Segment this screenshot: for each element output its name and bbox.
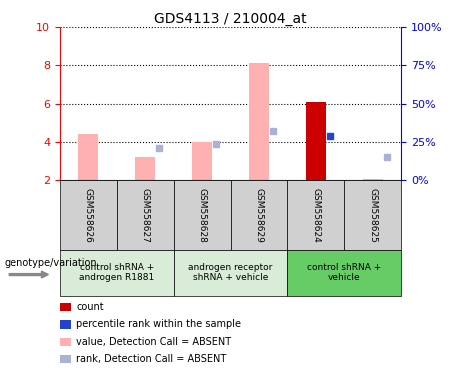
Text: control shRNA +
vehicle: control shRNA + vehicle xyxy=(307,263,381,282)
Text: GSM558628: GSM558628 xyxy=(198,188,207,242)
Text: percentile rank within the sample: percentile rank within the sample xyxy=(76,319,241,329)
Text: value, Detection Call = ABSENT: value, Detection Call = ABSENT xyxy=(76,337,231,347)
Text: genotype/variation: genotype/variation xyxy=(5,258,97,268)
Text: androgen receptor
shRNA + vehicle: androgen receptor shRNA + vehicle xyxy=(188,263,273,282)
Text: rank, Detection Call = ABSENT: rank, Detection Call = ABSENT xyxy=(76,354,226,364)
Text: GSM558624: GSM558624 xyxy=(311,188,320,242)
Title: GDS4113 / 210004_at: GDS4113 / 210004_at xyxy=(154,12,307,26)
Bar xyxy=(249,63,269,180)
Text: control shRNA +
androgen R1881: control shRNA + androgen R1881 xyxy=(79,263,154,282)
Text: GSM558625: GSM558625 xyxy=(368,188,377,242)
Bar xyxy=(192,142,212,180)
Text: GSM558626: GSM558626 xyxy=(84,188,93,242)
Text: GSM558629: GSM558629 xyxy=(254,188,263,242)
Bar xyxy=(306,102,326,180)
Bar xyxy=(363,179,383,180)
Text: count: count xyxy=(76,302,104,312)
Text: GSM558627: GSM558627 xyxy=(141,188,150,242)
Bar xyxy=(135,157,155,180)
Bar xyxy=(78,134,98,180)
